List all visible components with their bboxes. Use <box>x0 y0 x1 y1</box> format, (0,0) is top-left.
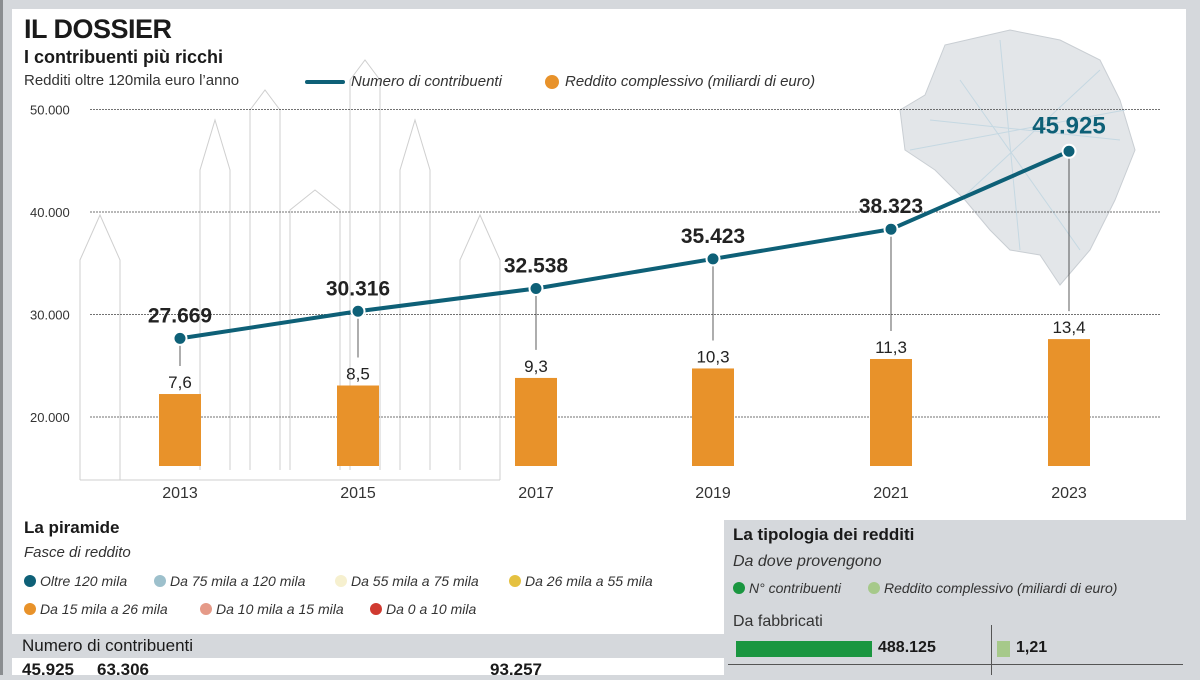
x-tick-label: 2023 <box>1051 485 1087 502</box>
point-2013 <box>172 330 188 346</box>
bar-2019 <box>692 368 734 466</box>
tipologia-title: La tipologia dei redditi <box>733 525 915 544</box>
piramide-legend-item: Oltre 120 mila <box>24 573 127 589</box>
piramide-legend-item: Da 75 mila a 120 mila <box>154 573 305 589</box>
y-tick-label: 50.000 <box>30 103 70 118</box>
y-tick-label: 30.000 <box>30 308 70 323</box>
legend-label: Reddito complessivo (miliardi di euro) <box>884 580 1118 596</box>
bar-label: 9,3 <box>524 357 548 376</box>
bar-2015 <box>337 385 379 466</box>
legend-label: Oltre 120 mila <box>40 573 128 589</box>
number-value: 93.257 <box>490 660 542 679</box>
cathedral-icon <box>79 59 501 481</box>
tipologia-legend-reddito: Reddito complessivo (miliardi di euro) <box>868 580 1117 596</box>
piramide-title: La piramide <box>24 518 120 537</box>
green-dot-icon <box>733 582 745 594</box>
point-2019 <box>705 251 721 267</box>
chart-title: I contribuenti più ricchi <box>24 47 224 67</box>
legend-bar: Reddito complessivo (miliardi di euro) <box>545 73 815 90</box>
legend-dot-icon <box>370 603 382 615</box>
number-value: 63.306 <box>97 660 149 679</box>
legend-label: Da 0 a 10 mila <box>386 601 477 617</box>
bar-2017 <box>515 377 557 466</box>
reddito-value: 1,21 <box>1016 639 1048 656</box>
point-label: 35.423 <box>681 225 745 248</box>
x-tick-label: 2019 <box>695 485 731 502</box>
numero-title: Numero di contribuenti <box>22 636 194 655</box>
x-tick-label: 2021 <box>873 485 909 502</box>
bar-swatch-icon <box>545 74 559 89</box>
kicker: IL DOSSIER <box>24 14 172 44</box>
chart: 50.000 40.000 30.000 20.000 7,6 2013 8,5 2015 9,… <box>30 103 1160 502</box>
piramide-legend-item: Da 26 mila a 55 mila <box>509 573 653 589</box>
piramide-legend-item: Da 55 mila a 75 mila <box>335 573 479 589</box>
point-label: 45.925 <box>1032 112 1105 139</box>
legend-label: Numero di contribuenti <box>351 73 502 90</box>
piramide-legend-item: Da 15 mila a 26 mila <box>24 601 168 617</box>
bar-2013 <box>159 394 201 466</box>
piramide-subtitle: Fasce di reddito <box>24 544 131 561</box>
tipologia-legend-contribuenti: N° contribuenti <box>733 580 841 596</box>
number-value: 45.925 <box>22 660 74 679</box>
edge <box>0 0 3 675</box>
legend-label: Da 75 mila a 120 mila <box>170 573 306 589</box>
legend-dot-icon <box>335 575 347 587</box>
line-swatch-icon <box>305 79 345 84</box>
piramide-legend-item: Da 0 a 10 mila <box>370 601 476 617</box>
x-tick-label: 2015 <box>340 485 376 502</box>
contribuenti-bar <box>736 641 872 657</box>
point-label: 38.323 <box>859 195 923 218</box>
piramide-legend-item: Da 10 mila a 15 mila <box>200 601 344 617</box>
legend-label: Da 15 mila a 26 mila <box>40 601 168 617</box>
bar-2023 <box>1048 339 1090 466</box>
point-label: 32.538 <box>504 254 569 277</box>
map-roads-icon <box>909 39 1126 251</box>
bar-label: 13,4 <box>1052 318 1085 337</box>
legend-dot-icon <box>24 603 36 615</box>
lightgreen-dot-icon <box>868 582 880 594</box>
bar-label: 8,5 <box>346 365 370 384</box>
x-tick-label: 2013 <box>162 485 198 502</box>
legend-label: N° contribuenti <box>749 580 841 596</box>
legend-dot-icon <box>200 603 212 615</box>
legend-dot-icon <box>24 575 36 587</box>
divider <box>991 625 992 675</box>
point-2015 <box>350 303 366 319</box>
row-label: Da fabbricati <box>733 613 823 630</box>
chart-subtitle: Redditi oltre 120mila euro l’anno <box>24 72 240 89</box>
numero-band <box>12 634 724 658</box>
legend-label: Da 10 mila a 15 mila <box>216 601 344 617</box>
bar-2021 <box>870 358 912 466</box>
legend-line: Numero di contribuenti <box>305 73 502 90</box>
point-2017 <box>528 280 544 296</box>
point-2023 <box>1061 143 1077 159</box>
point-label: 27.669 <box>148 304 212 327</box>
legend-dot-icon <box>509 575 521 587</box>
y-tick-label: 20.000 <box>30 410 70 425</box>
line-series <box>179 149 1070 341</box>
tipologia-subtitle: Da dove provengono <box>733 553 882 570</box>
bar-label: 10,3 <box>696 347 729 366</box>
bar-label: 7,6 <box>168 373 192 392</box>
point-label: 30.316 <box>326 277 390 300</box>
row-divider <box>728 664 1183 665</box>
legend-dot-icon <box>154 575 166 587</box>
point-2021 <box>883 221 899 237</box>
legend-label: Da 26 mila a 55 mila <box>525 573 653 589</box>
y-tick-label: 40.000 <box>30 205 70 220</box>
contribuenti-value: 488.125 <box>878 639 936 656</box>
reddito-bar <box>997 641 1010 657</box>
legend-label: Reddito complessivo (miliardi di euro) <box>565 73 816 90</box>
milan-map-icon <box>899 29 1136 286</box>
bar-label: 11,3 <box>875 338 907 357</box>
x-tick-label: 2017 <box>518 485 554 502</box>
legend-label: Da 55 mila a 75 mila <box>351 573 479 589</box>
